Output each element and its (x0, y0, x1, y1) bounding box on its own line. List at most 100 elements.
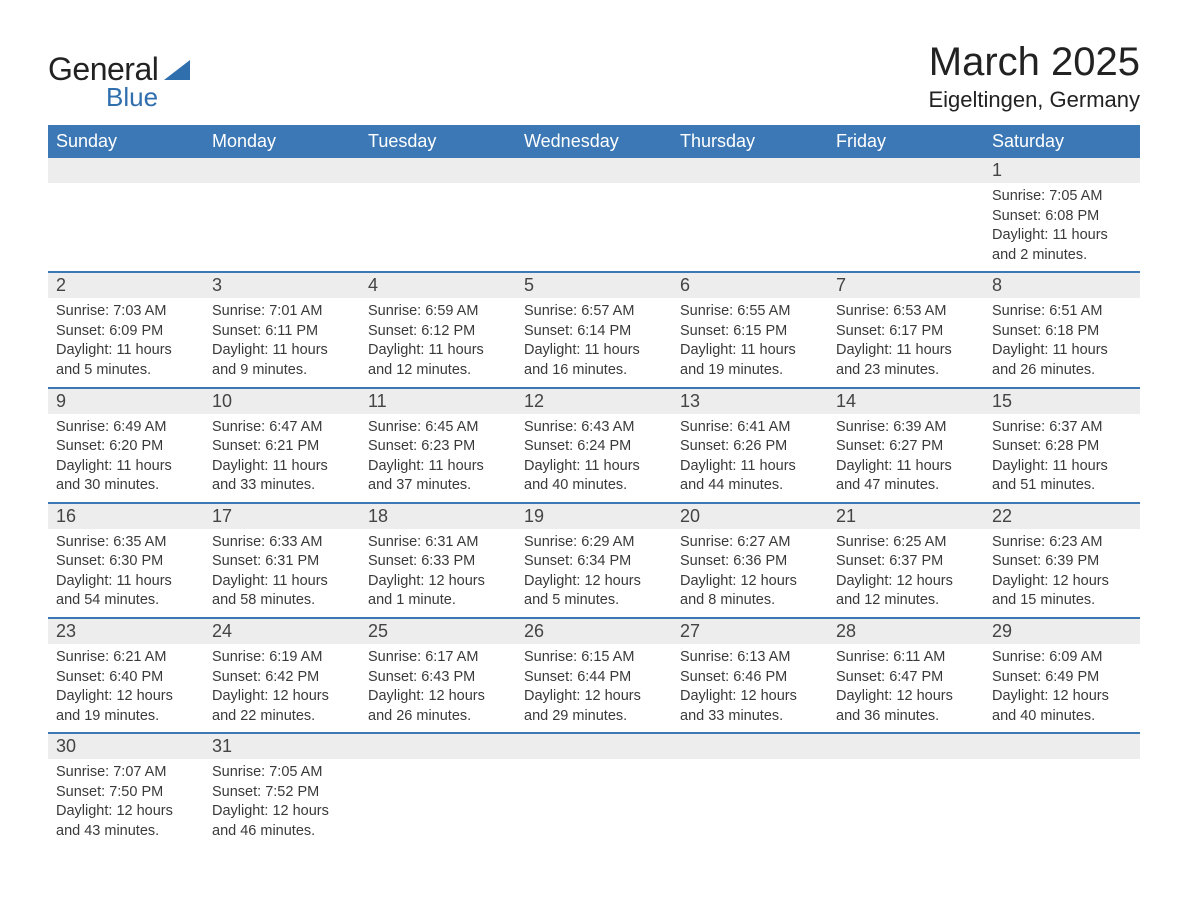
detail-line-dayl2: and 29 minutes. (524, 707, 664, 727)
weekday-header: Friday (828, 125, 984, 158)
weekday-header: Thursday (672, 125, 828, 158)
day-detail-cell: Sunrise: 7:05 AMSunset: 6:08 PMDaylight:… (984, 183, 1140, 272)
detail-line-sunset: Sunset: 6:26 PM (680, 437, 820, 457)
day-number-cell: 17 (204, 503, 360, 529)
detail-line-sunset: Sunset: 7:50 PM (56, 783, 196, 803)
day-number-row: 23242526272829 (48, 618, 1140, 644)
detail-line-sunset: Sunset: 6:18 PM (992, 322, 1132, 342)
detail-line-dayl1: Daylight: 11 hours (524, 457, 664, 477)
day-number-cell: 9 (48, 388, 204, 414)
detail-line-dayl2: and 33 minutes. (680, 707, 820, 727)
day-detail-cell: Sunrise: 7:07 AMSunset: 7:50 PMDaylight:… (48, 759, 204, 847)
detail-line-dayl1: Daylight: 12 hours (524, 572, 664, 592)
detail-line-dayl1: Daylight: 11 hours (212, 341, 352, 361)
detail-line-sunset: Sunset: 6:24 PM (524, 437, 664, 457)
day-detail-cell: Sunrise: 6:27 AMSunset: 6:36 PMDaylight:… (672, 529, 828, 618)
detail-line-sunset: Sunset: 6:34 PM (524, 552, 664, 572)
detail-line-dayl2: and 58 minutes. (212, 591, 352, 611)
day-number-cell: 4 (360, 272, 516, 298)
day-number-cell: 2 (48, 272, 204, 298)
detail-line-sunrise: Sunrise: 7:03 AM (56, 302, 196, 322)
detail-line-sunset: Sunset: 6:30 PM (56, 552, 196, 572)
day-detail-cell: Sunrise: 6:55 AMSunset: 6:15 PMDaylight:… (672, 298, 828, 387)
day-detail-cell: Sunrise: 6:31 AMSunset: 6:33 PMDaylight:… (360, 529, 516, 618)
day-number-cell (360, 733, 516, 759)
day-number-row: 2345678 (48, 272, 1140, 298)
detail-line-dayl2: and 22 minutes. (212, 707, 352, 727)
calendar-weekday-header: SundayMondayTuesdayWednesdayThursdayFrid… (48, 125, 1140, 158)
day-detail-cell: Sunrise: 6:35 AMSunset: 6:30 PMDaylight:… (48, 529, 204, 618)
detail-line-sunset: Sunset: 6:12 PM (368, 322, 508, 342)
detail-line-dayl2: and 40 minutes. (524, 476, 664, 496)
day-detail-cell (828, 759, 984, 847)
detail-line-sunrise: Sunrise: 6:25 AM (836, 533, 976, 553)
day-number-row: 9101112131415 (48, 388, 1140, 414)
day-number-cell (672, 733, 828, 759)
day-number-cell: 11 (360, 388, 516, 414)
day-number-cell: 21 (828, 503, 984, 529)
title-block: March 2025 Eigeltingen, Germany (928, 40, 1140, 113)
day-detail-cell: Sunrise: 6:33 AMSunset: 6:31 PMDaylight:… (204, 529, 360, 618)
detail-line-sunrise: Sunrise: 6:49 AM (56, 418, 196, 438)
detail-line-dayl2: and 47 minutes. (836, 476, 976, 496)
detail-line-sunrise: Sunrise: 6:23 AM (992, 533, 1132, 553)
day-number-cell (828, 158, 984, 183)
detail-line-dayl1: Daylight: 12 hours (680, 687, 820, 707)
detail-line-dayl2: and 40 minutes. (992, 707, 1132, 727)
detail-line-sunset: Sunset: 6:43 PM (368, 668, 508, 688)
detail-line-dayl1: Daylight: 12 hours (524, 687, 664, 707)
detail-line-dayl2: and 26 minutes. (368, 707, 508, 727)
detail-line-sunset: Sunset: 6:44 PM (524, 668, 664, 688)
detail-line-dayl1: Daylight: 11 hours (524, 341, 664, 361)
detail-line-sunset: Sunset: 6:37 PM (836, 552, 976, 572)
day-number-cell: 24 (204, 618, 360, 644)
day-number-cell: 6 (672, 272, 828, 298)
detail-line-sunset: Sunset: 6:20 PM (56, 437, 196, 457)
day-number-cell: 5 (516, 272, 672, 298)
detail-line-dayl1: Daylight: 11 hours (56, 457, 196, 477)
day-number-row: 1 (48, 158, 1140, 183)
calendar-table: SundayMondayTuesdayWednesdayThursdayFrid… (48, 125, 1140, 848)
detail-line-dayl2: and 2 minutes. (992, 246, 1132, 266)
weekday-header: Tuesday (360, 125, 516, 158)
detail-line-dayl2: and 1 minute. (368, 591, 508, 611)
day-number-cell: 31 (204, 733, 360, 759)
day-detail-cell (516, 759, 672, 847)
detail-line-dayl2: and 9 minutes. (212, 361, 352, 381)
detail-line-sunrise: Sunrise: 6:09 AM (992, 648, 1132, 668)
day-detail-cell: Sunrise: 6:29 AMSunset: 6:34 PMDaylight:… (516, 529, 672, 618)
detail-line-dayl2: and 30 minutes. (56, 476, 196, 496)
day-number-cell (828, 733, 984, 759)
detail-line-sunrise: Sunrise: 6:41 AM (680, 418, 820, 438)
detail-line-dayl2: and 51 minutes. (992, 476, 1132, 496)
detail-line-dayl2: and 36 minutes. (836, 707, 976, 727)
detail-line-dayl2: and 16 minutes. (524, 361, 664, 381)
day-detail-cell (360, 759, 516, 847)
weekday-header: Monday (204, 125, 360, 158)
detail-line-sunset: Sunset: 6:11 PM (212, 322, 352, 342)
detail-line-sunset: Sunset: 6:17 PM (836, 322, 976, 342)
detail-line-dayl1: Daylight: 12 hours (836, 572, 976, 592)
detail-line-dayl1: Daylight: 11 hours (56, 341, 196, 361)
detail-line-dayl2: and 12 minutes. (368, 361, 508, 381)
detail-line-sunrise: Sunrise: 7:07 AM (56, 763, 196, 783)
detail-line-sunrise: Sunrise: 7:05 AM (992, 187, 1132, 207)
day-detail-row: Sunrise: 7:07 AMSunset: 7:50 PMDaylight:… (48, 759, 1140, 847)
detail-line-dayl1: Daylight: 11 hours (992, 226, 1132, 246)
day-number-cell (360, 158, 516, 183)
detail-line-dayl1: Daylight: 12 hours (992, 687, 1132, 707)
detail-line-dayl2: and 46 minutes. (212, 822, 352, 842)
detail-line-sunrise: Sunrise: 7:05 AM (212, 763, 352, 783)
detail-line-sunrise: Sunrise: 6:43 AM (524, 418, 664, 438)
weekday-header: Saturday (984, 125, 1140, 158)
day-detail-row: Sunrise: 6:49 AMSunset: 6:20 PMDaylight:… (48, 414, 1140, 503)
day-number-cell (516, 158, 672, 183)
detail-line-sunrise: Sunrise: 6:37 AM (992, 418, 1132, 438)
day-detail-cell: Sunrise: 6:43 AMSunset: 6:24 PMDaylight:… (516, 414, 672, 503)
detail-line-dayl1: Daylight: 11 hours (212, 457, 352, 477)
day-detail-row: Sunrise: 6:35 AMSunset: 6:30 PMDaylight:… (48, 529, 1140, 618)
detail-line-sunrise: Sunrise: 7:01 AM (212, 302, 352, 322)
day-number-row: 3031 (48, 733, 1140, 759)
day-detail-cell: Sunrise: 6:51 AMSunset: 6:18 PMDaylight:… (984, 298, 1140, 387)
detail-line-sunrise: Sunrise: 6:29 AM (524, 533, 664, 553)
